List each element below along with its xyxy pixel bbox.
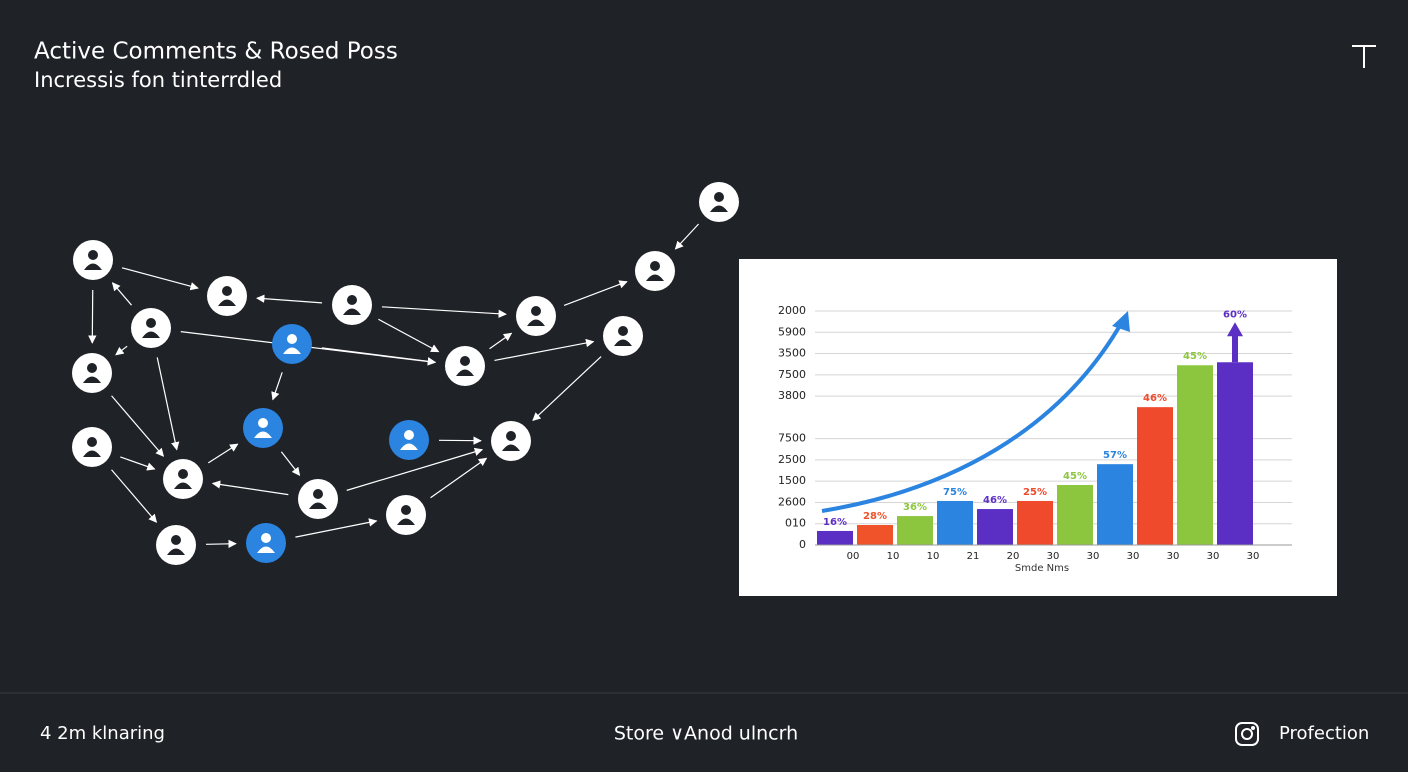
bar xyxy=(1217,362,1253,545)
x-tick-label: 21 xyxy=(967,551,980,562)
bar xyxy=(1177,365,1213,545)
bar-annotation: 45% xyxy=(1183,351,1207,362)
footer-right[interactable]: Profection xyxy=(1279,723,1369,744)
y-tick-label: 3800 xyxy=(778,389,806,402)
bar xyxy=(977,509,1013,545)
y-tick-label: 2000 xyxy=(778,304,806,317)
node-icon-head xyxy=(222,286,232,296)
bar-annotation: 45% xyxy=(1063,471,1087,482)
bar xyxy=(1017,501,1053,545)
bar-annotation: 36% xyxy=(903,502,927,513)
footer-left: 4 2m klnaring xyxy=(40,723,165,744)
node-icon-head xyxy=(460,356,470,366)
x-tick-label: 30 xyxy=(1047,551,1060,562)
bar-annotation: 46% xyxy=(983,495,1007,506)
y-tick-label: 7500 xyxy=(778,368,806,381)
edge xyxy=(206,544,236,545)
x-tick-label: 10 xyxy=(887,551,900,562)
y-tick-label: 0 xyxy=(799,538,806,551)
y-tick-label: 5900 xyxy=(778,325,806,338)
y-tick-label: 2500 xyxy=(778,453,806,466)
bar xyxy=(857,525,893,545)
x-tick-label: 00 xyxy=(847,551,860,562)
y-tick-label: 3500 xyxy=(778,347,806,360)
node-icon-head xyxy=(404,430,414,440)
node-icon-head xyxy=(261,533,271,543)
x-tick-label: 30 xyxy=(1127,551,1140,562)
y-tick-label: 2600 xyxy=(778,495,806,508)
footer-center: Store ∨Anod ulncrh xyxy=(614,723,798,745)
node-icon-head xyxy=(287,334,297,344)
bar-annotation: 28% xyxy=(863,511,887,522)
node-icon-head xyxy=(531,306,541,316)
x-tick-label: 30 xyxy=(1207,551,1220,562)
node-icon-head xyxy=(347,295,357,305)
subtitle: Incressis fon tinterrdled xyxy=(34,68,282,92)
bar-annotation: 25% xyxy=(1023,487,1047,498)
bar xyxy=(1137,407,1173,545)
node-icon-head xyxy=(714,192,724,202)
x-tick-label: 10 xyxy=(927,551,940,562)
x-tick-label: 20 xyxy=(1007,551,1020,562)
bar-annotation: 46% xyxy=(1143,393,1167,404)
bar-annotation: 57% xyxy=(1103,450,1127,461)
y-tick-label: 1500 xyxy=(778,474,806,487)
node-icon-head xyxy=(178,469,188,479)
bar xyxy=(937,501,973,545)
node-icon-head xyxy=(87,363,97,373)
node-icon-head xyxy=(88,250,98,260)
bar xyxy=(1097,464,1133,545)
node-icon-head xyxy=(146,318,156,328)
bar xyxy=(817,531,853,545)
node-icon-head xyxy=(171,535,181,545)
bar-annotation: 60% xyxy=(1223,309,1247,320)
title: Active Comments & Rosed Poss xyxy=(34,39,398,65)
y-tick-label: 010 xyxy=(785,517,806,530)
x-axis-label: Smde Nms xyxy=(1015,563,1069,574)
node-icon-head xyxy=(258,418,268,428)
bar xyxy=(897,516,933,545)
node-icon-head xyxy=(506,431,516,441)
node-icon-head xyxy=(87,437,97,447)
bar xyxy=(1057,485,1093,545)
node-icon-head xyxy=(313,489,323,499)
y-tick-label: 7500 xyxy=(778,432,806,445)
bar-annotation: 16% xyxy=(823,517,847,528)
x-tick-label: 30 xyxy=(1247,551,1260,562)
x-tick-label: 30 xyxy=(1087,551,1100,562)
node-icon-head xyxy=(650,261,660,271)
bar-annotation: 75% xyxy=(943,487,967,498)
node-icon-head xyxy=(401,505,411,515)
x-tick-label: 30 xyxy=(1167,551,1180,562)
node-icon-head xyxy=(618,326,628,336)
